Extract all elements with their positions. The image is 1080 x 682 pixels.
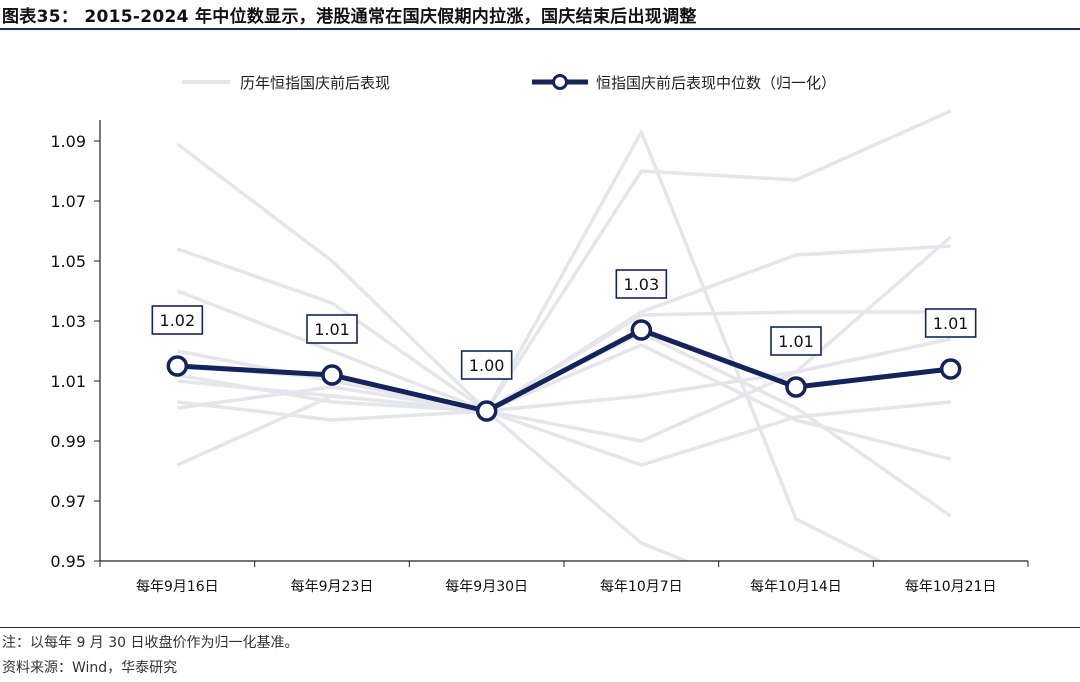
data-label: 1.00 (469, 356, 505, 375)
data-label: 1.02 (160, 311, 196, 330)
x-tick-label: 每年10月14日 (750, 579, 842, 595)
history-series-line (176, 337, 952, 467)
x-ticks: 每年9月16日 每年9月23日 每年9月30日 每年10月7日 每年10月14日 每年10… (99, 561, 1029, 595)
history-series-line (176, 247, 691, 561)
median-point (630, 319, 653, 341)
title-divider (0, 28, 1080, 30)
x-tick-label: 每年9月23日 (291, 579, 374, 595)
data-label: 1.03 (624, 275, 660, 294)
history-series-line (177, 235, 952, 443)
chart-title: 图表35： 2015-2024 年中位数显示，港股通常在国庆假期内拉涨，国庆结束… (2, 7, 697, 27)
data-label-box (460, 350, 513, 380)
y-tick-label: 0.97 (50, 492, 86, 511)
chart-source: 资料来源：Wind，华泰研究 (2, 660, 178, 676)
axes (99, 120, 1028, 562)
data-label: 1.01 (933, 314, 969, 333)
y-tick-label: 0.95 (50, 552, 86, 571)
footer-divider (0, 627, 1080, 628)
legend-history-label: 历年恒指国庆前后表现 (240, 74, 390, 92)
data-label-box (151, 305, 204, 335)
chart-note: 注：以每年 9 月 30 日收盘价作为归一化基准。 (2, 635, 299, 651)
data-label-box (924, 308, 977, 338)
history-lines (176, 109, 952, 561)
y-tick-label: 1.09 (50, 132, 86, 151)
data-label-box (306, 314, 358, 344)
history-series-line (176, 130, 884, 561)
legend-median-label: 恒指国庆前后表现中位数（归一化） (596, 74, 836, 92)
history-series-line (177, 385, 951, 467)
x-tick-label: 每年10月21日 (905, 579, 997, 595)
data-label-box (770, 326, 822, 356)
data-label: 1.01 (778, 332, 814, 351)
median-point (939, 358, 962, 380)
y-tick-label: 0.99 (50, 432, 86, 451)
y-tick-label: 1.07 (50, 192, 86, 211)
history-series-line (176, 109, 952, 413)
y-tick-label: 1.01 (50, 372, 86, 391)
y-tick-label: 1.03 (50, 312, 86, 331)
median-point (166, 355, 189, 377)
history-series-line (177, 310, 951, 422)
legend: 历年恒指国庆前后表现 恒指国庆前后表现中位数（归一化） (182, 74, 836, 92)
median-series: 1.02 1.01 1.00 1.03 1.01 1.01 (151, 269, 977, 422)
data-label-box (615, 269, 668, 299)
legend-median-marker (552, 74, 568, 90)
y-ticks: 1.09 1.07 1.05 1.03 1.01 0.99 0.97 0.95 (50, 132, 100, 571)
data-label: 1.01 (314, 320, 350, 339)
median-series-line (177, 327, 951, 414)
median-point (785, 376, 807, 398)
line-chart: 1.09 1.07 1.05 1.03 1.01 0.99 0.97 0.95 每年9月16日… (50, 74, 1029, 595)
y-tick-label: 1.05 (50, 252, 86, 271)
median-point (475, 400, 498, 422)
x-tick-label: 每年9月16日 (136, 579, 219, 595)
median-point (321, 364, 343, 386)
x-tick-label: 每年10月7日 (600, 579, 683, 595)
x-tick-label: 每年9月30日 (445, 579, 528, 595)
